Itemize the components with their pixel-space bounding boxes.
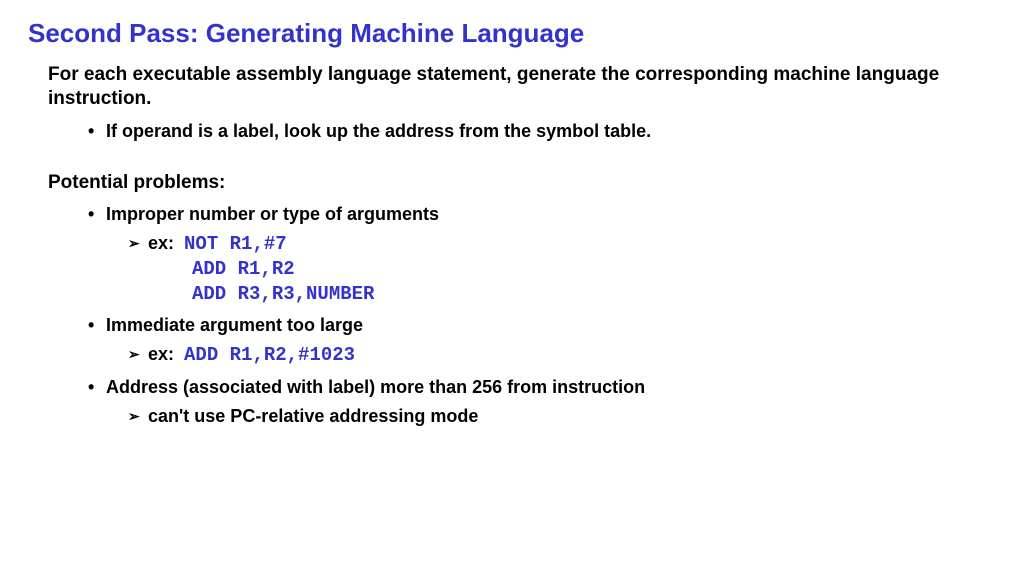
arrow-icon: ➢ bbox=[128, 234, 140, 254]
slide-title: Second Pass: Generating Machine Language bbox=[28, 18, 996, 49]
sub-text: can't use PC-relative addressing mode bbox=[148, 406, 478, 426]
code-line: NOT R1,#7 bbox=[184, 233, 287, 255]
problems-heading: Potential problems: bbox=[48, 172, 996, 194]
intro-bullet: If operand is a label, look up the addre… bbox=[88, 119, 996, 144]
intro-text: For each executable assembly language st… bbox=[48, 63, 996, 111]
code-line: ADD R1,R2 bbox=[192, 257, 996, 282]
code-line: ADD R1,R2,#1023 bbox=[184, 344, 355, 366]
problem-3: Address (associated with label) more tha… bbox=[88, 375, 996, 400]
arrow-icon: ➢ bbox=[128, 345, 140, 365]
example-1: ➢ ex: NOT R1,#7 bbox=[128, 231, 996, 258]
problem-1: Improper number or type of arguments bbox=[88, 202, 996, 227]
ex-label: ex: bbox=[148, 344, 174, 364]
example-2: ➢ ex: ADD R1,R2,#1023 bbox=[128, 342, 996, 369]
arrow-icon: ➢ bbox=[128, 407, 140, 427]
code-line: ADD R3,R3,NUMBER bbox=[192, 282, 996, 307]
problem-2: Immediate argument too large bbox=[88, 313, 996, 338]
ex-label: ex: bbox=[148, 233, 174, 253]
problem-3-sub: ➢ can't use PC-relative addressing mode bbox=[128, 404, 996, 429]
